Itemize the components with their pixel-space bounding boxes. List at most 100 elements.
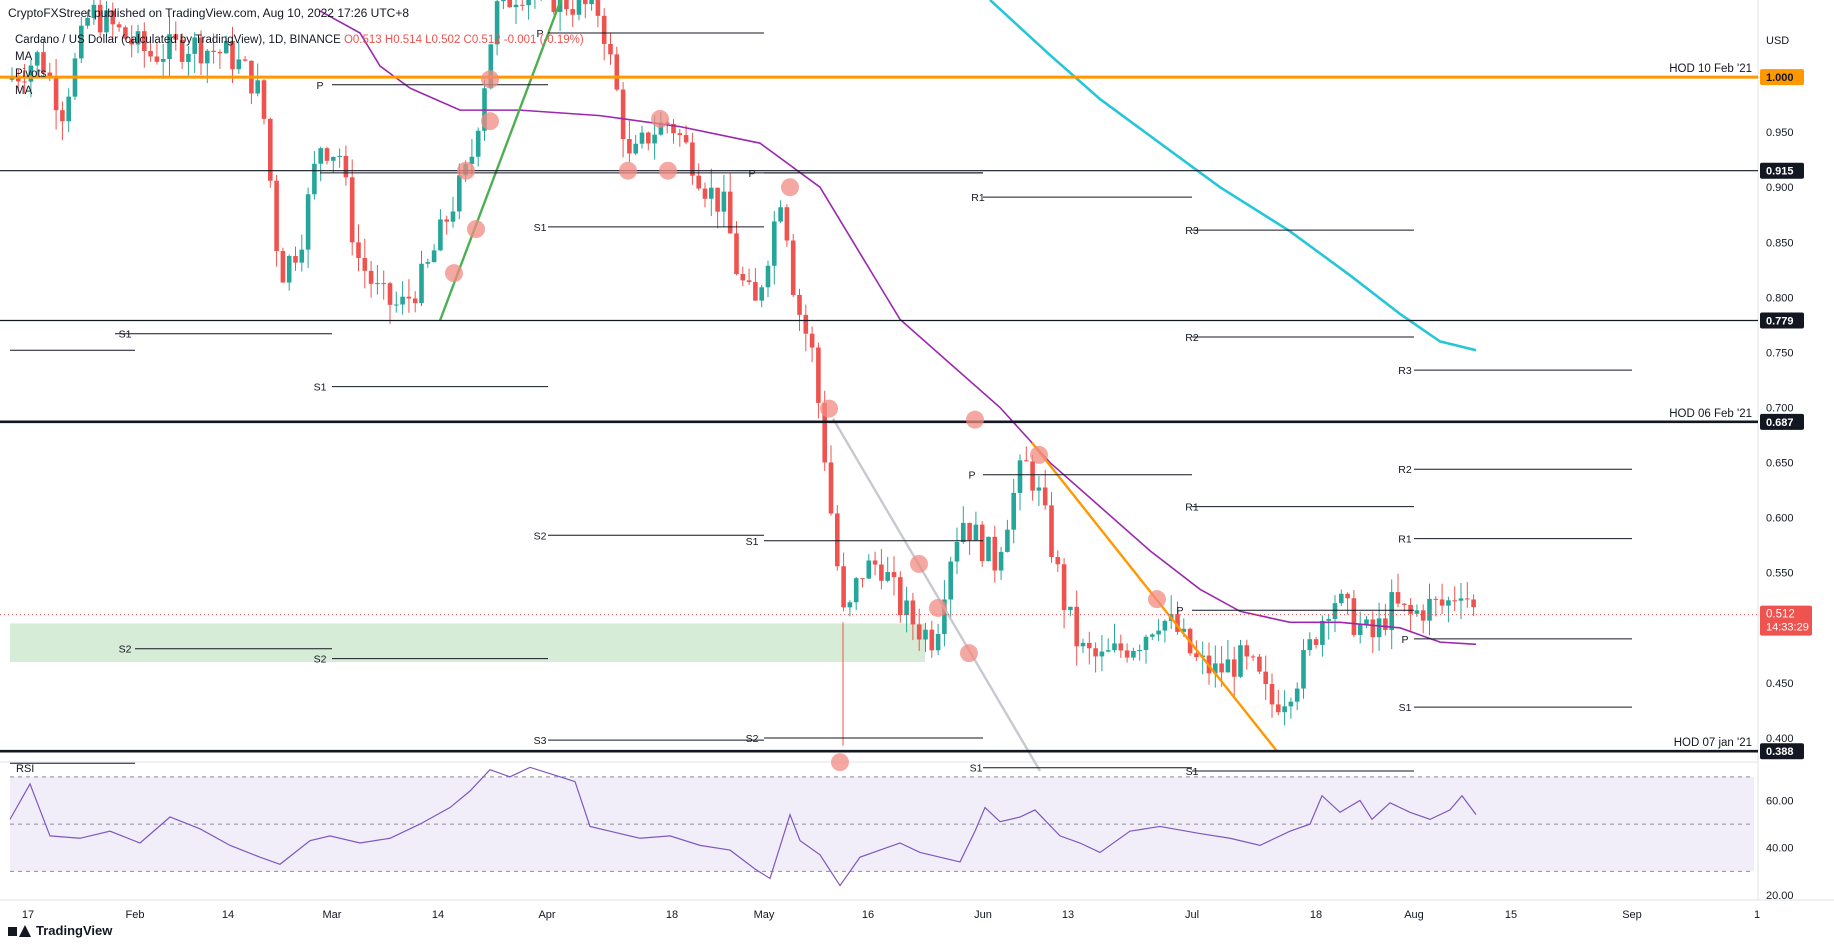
candle-body (1150, 634, 1155, 637)
candle-body (891, 572, 897, 578)
candle-body (255, 80, 260, 94)
legend-ma1[interactable]: MA (15, 51, 33, 63)
candle-body (488, 44, 494, 89)
candle-body (425, 262, 431, 264)
touch-point-marker (929, 598, 947, 617)
candle-body (1269, 684, 1275, 705)
x-tick-label: 1 (1754, 909, 1760, 921)
candle-body (349, 177, 355, 243)
candle-body (394, 304, 399, 306)
candle-body (387, 283, 393, 305)
candle-body (1339, 593, 1344, 604)
x-tick-label: Mar (323, 909, 342, 921)
pivot-label: S1 (1186, 766, 1199, 778)
candle-body (658, 122, 664, 135)
candle-body (1282, 706, 1287, 713)
candle-body (362, 257, 368, 271)
rsi-label: RSI (16, 763, 34, 775)
candle-body (608, 43, 613, 55)
touch-point-marker (781, 178, 799, 197)
candle-body (450, 211, 456, 222)
candle-body (123, 27, 128, 39)
candle-body (1414, 610, 1420, 614)
candle-body (167, 34, 172, 59)
candle-body (293, 256, 298, 263)
candle-body (753, 282, 758, 301)
candle-body (627, 139, 632, 154)
candle-body (935, 633, 941, 651)
candle-body (1087, 642, 1092, 649)
candle-body (406, 296, 412, 299)
rsi-y-tick: 40.00 (1766, 843, 1794, 855)
pivot-label: S1 (314, 382, 327, 394)
candle-body (236, 59, 242, 70)
candle-body (457, 175, 462, 212)
candle-body (375, 283, 380, 285)
candle-body (860, 578, 865, 580)
candle-body (66, 96, 71, 122)
x-tick-label: Jul (1185, 909, 1199, 921)
pivot-label: S1 (119, 329, 132, 341)
candle-body (85, 17, 90, 26)
candle-body (438, 219, 443, 251)
pivot-label: P (536, 28, 543, 40)
published-caption: CryptoFXStreet published on TradingView.… (8, 6, 410, 20)
pivot-label: S2 (534, 530, 547, 542)
candle-body (242, 59, 248, 61)
x-tick-label: 13 (1062, 909, 1074, 921)
key-level-badge (1760, 312, 1804, 329)
y-tick-label: 0.450 (1766, 678, 1794, 690)
candle-body (790, 240, 796, 295)
y-tick-label: 0.850 (1766, 237, 1794, 249)
candle-body (1257, 656, 1262, 672)
candle-body (79, 25, 84, 59)
y-tick-label: 0.700 (1766, 403, 1794, 415)
legend-pivots[interactable]: Pivots (15, 68, 47, 80)
candle-body (261, 80, 267, 119)
candle-body (564, 0, 569, 10)
candle-body (1156, 630, 1161, 635)
candle-body (583, 0, 588, 5)
x-tick-label: 18 (666, 909, 678, 921)
candle-body (1030, 461, 1035, 491)
legend-ma2[interactable]: MA (15, 85, 33, 97)
candle-body (1181, 628, 1187, 632)
uptrend-line (438, 0, 563, 321)
candle-body (318, 148, 323, 164)
candle-body (734, 233, 739, 275)
candle-body (186, 53, 191, 62)
candle-body (601, 15, 607, 44)
candle-body (1458, 598, 1464, 601)
candle-body (60, 110, 65, 122)
x-tick-label: Aug (1404, 909, 1424, 921)
candle-body (34, 52, 40, 66)
touch-point-marker (910, 554, 928, 573)
pivot-label: P (316, 80, 323, 92)
x-tick-label: 15 (1505, 909, 1517, 921)
candle-body (1452, 600, 1457, 602)
candle-body (1320, 620, 1325, 645)
candle-body (1364, 619, 1369, 625)
candle-body (1099, 651, 1105, 657)
candle-body (1231, 659, 1237, 677)
y-tick-label: 0.550 (1766, 568, 1794, 580)
candle-body (948, 561, 953, 600)
candle-body (765, 265, 771, 288)
candle-body (381, 283, 386, 285)
currency-label: USD (1766, 35, 1789, 47)
candle-body (47, 72, 53, 78)
candle-body (230, 40, 235, 70)
last-price-value: 0.512 (1766, 609, 1795, 621)
x-tick-label: Feb (126, 909, 145, 921)
candle-body (299, 249, 305, 263)
candle-body (1124, 650, 1130, 658)
last-price-badge (1760, 605, 1812, 636)
candle-body (1433, 598, 1439, 600)
candle-body (1162, 620, 1168, 631)
candle-body (1036, 487, 1042, 491)
candle-body (331, 156, 336, 161)
touch-point-marker (445, 264, 463, 283)
candle-body (646, 132, 651, 144)
candle-body (53, 77, 59, 111)
